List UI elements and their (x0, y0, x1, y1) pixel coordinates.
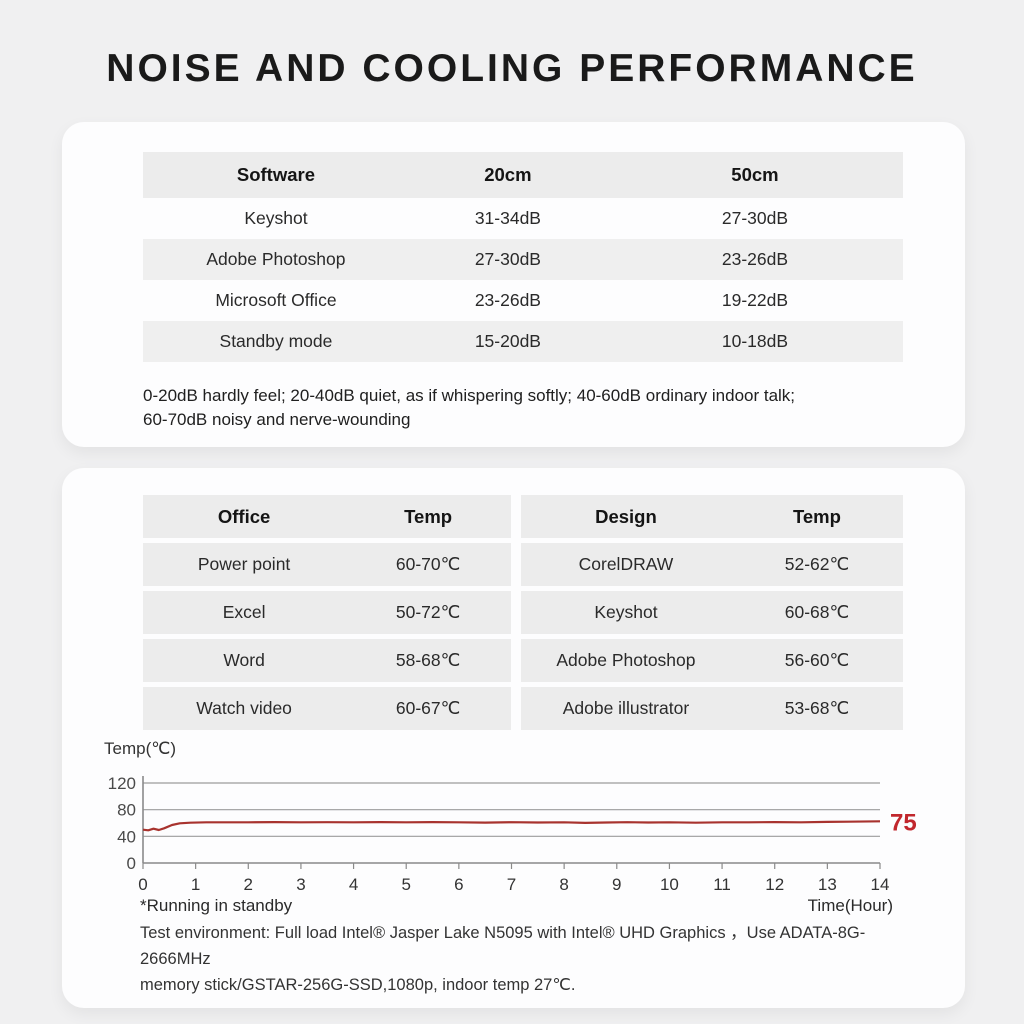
cell: Excel (143, 591, 346, 634)
design-header-row: Design Temp (521, 495, 903, 538)
test-env-line1: Test environment: Full load Intel® Jaspe… (140, 924, 866, 968)
noise-header-20cm: 20cm (408, 152, 607, 198)
table-row: Standby mode 15-20dB 10-18dB (143, 321, 903, 362)
design-temp-header: Temp (730, 495, 903, 538)
x-tick-label: 6 (454, 875, 463, 894)
cell: 53-68℃ (730, 687, 903, 730)
cell: 23-26dB (474, 290, 541, 310)
cell: Keyshot (244, 208, 308, 228)
cell: 60-68℃ (730, 591, 903, 634)
cell: 27-30dB (721, 208, 789, 228)
page-title: NOISE AND COOLING PERFORMANCE (106, 47, 918, 90)
table-row: Power point 60-70℃ (143, 543, 511, 586)
x-tick-label: 13 (818, 875, 837, 894)
cell: 27-30dB (408, 239, 607, 280)
cell: Microsoft Office (215, 290, 337, 310)
cell: 15-20dB (408, 321, 607, 362)
y-tick-label: 40 (117, 827, 136, 846)
table-row: Word 58-68℃ (143, 639, 511, 682)
office-header: Office (143, 495, 346, 538)
table-row: Adobe Photoshop 56-60℃ (521, 639, 903, 682)
standby-footnote: *Running in standby (140, 896, 293, 915)
x-tick-label: 14 (871, 875, 890, 894)
design-temp-table: Design Temp CorelDRAW 52-62℃ Keyshot 60-… (521, 490, 903, 735)
design-header: Design (521, 495, 731, 538)
noise-scale-note: 0-20dB hardly feel; 20-40dB quiet, as if… (143, 384, 898, 432)
x-axis-title: Time(Hour) (807, 896, 893, 915)
cell: Keyshot (521, 591, 731, 634)
y-tick-label: 0 (127, 854, 136, 873)
temperature-tables: Office Temp Power point 60-70℃ Excel 50-… (143, 490, 965, 735)
noise-table: Software 20cm 50cm Keyshot 31-34dB 27-30… (143, 152, 903, 362)
noise-header-software: Software (143, 152, 409, 198)
x-tick-label: 11 (713, 875, 731, 894)
cell: 31-34dB (474, 208, 541, 228)
cell: 58-68℃ (345, 639, 511, 682)
cell: Adobe Photoshop (521, 639, 731, 682)
test-env-line2: memory stick/GSTAR-256G-SSD,1080p, indoo… (140, 976, 576, 994)
x-tick-label: 1 (191, 875, 200, 894)
cell: 56-60℃ (730, 639, 903, 682)
cell: 60-67℃ (345, 687, 511, 730)
cell: Watch video (143, 687, 346, 730)
noise-card: Software 20cm 50cm Keyshot 31-34dB 27-30… (62, 122, 965, 447)
office-header-row: Office Temp (143, 495, 511, 538)
y-axis-title: Temp(℃) (104, 739, 176, 758)
x-tick-label: 5 (401, 875, 410, 894)
x-tick-label: 10 (660, 875, 679, 894)
x-tick-label: 7 (507, 875, 516, 894)
x-tick-label: 0 (138, 875, 147, 894)
test-environment-note: Test environment: Full load Intel® Jaspe… (140, 920, 930, 998)
cell: Standby mode (143, 321, 409, 362)
cell: 50-72℃ (345, 591, 511, 634)
cell: Word (143, 639, 346, 682)
cell: Adobe Photoshop (143, 239, 409, 280)
table-row: Adobe illustrator 53-68℃ (521, 687, 903, 730)
temperature-line (142, 820, 881, 832)
chart-footer: *Running in standby Time(Hour) (140, 896, 893, 916)
x-tick-label: 8 (559, 875, 568, 894)
office-temp-header: Temp (345, 495, 511, 538)
cell: 10-18dB (606, 321, 903, 362)
cooling-card: Office Temp Power point 60-70℃ Excel 50-… (62, 468, 965, 1008)
x-tick-label: 9 (612, 875, 621, 894)
table-row: Keyshot 60-68℃ (521, 591, 903, 634)
cell: 52-62℃ (730, 543, 903, 586)
table-row: Keyshot 31-34dB 27-30dB (143, 198, 903, 239)
cell: 23-26dB (606, 239, 903, 280)
office-temp-table: Office Temp Power point 60-70℃ Excel 50-… (143, 490, 511, 735)
cell: 60-70℃ (345, 543, 511, 586)
table-row: CorelDRAW 52-62℃ (521, 543, 903, 586)
cell: CorelDRAW (521, 543, 731, 586)
table-row: Microsoft Office 23-26dB 19-22dB (143, 280, 903, 321)
end-value-label: 75 (890, 809, 917, 836)
y-tick-label: 80 (117, 801, 136, 820)
cell: Adobe illustrator (521, 687, 731, 730)
cell: Power point (143, 543, 346, 586)
table-row: Watch video 60-67℃ (143, 687, 511, 730)
cell: 19-22dB (721, 290, 789, 310)
noise-note-line2: 60-70dB noisy and nerve-wounding (143, 410, 411, 429)
table-row: Excel 50-72℃ (143, 591, 511, 634)
noise-table-header-row: Software 20cm 50cm (143, 152, 903, 198)
x-tick-label: 3 (296, 875, 305, 894)
noise-header-50cm: 50cm (606, 152, 903, 198)
noise-note-line1: 0-20dB hardly feel; 20-40dB quiet, as if… (143, 386, 796, 405)
table-row: Adobe Photoshop 27-30dB 23-26dB (143, 239, 903, 280)
x-tick-label: 4 (349, 875, 358, 894)
x-tick-label: 2 (244, 875, 253, 894)
x-tick-label: 12 (765, 875, 784, 894)
y-tick-label: 120 (108, 774, 136, 793)
